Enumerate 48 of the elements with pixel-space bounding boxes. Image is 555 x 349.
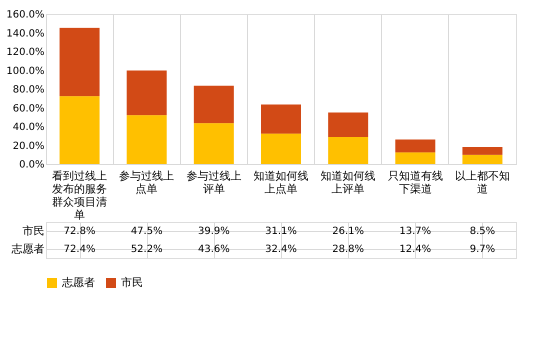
x-tick-label: 参与过线上评单 bbox=[186, 170, 242, 196]
x-tick-label: 知道如何线上点单 bbox=[254, 170, 308, 196]
y-tick-label: 160.0% bbox=[6, 10, 44, 20]
y-tick-label: 40.0% bbox=[12, 122, 44, 133]
data-label: 72.4% bbox=[64, 244, 96, 255]
data-label: 47.5% bbox=[130, 226, 163, 237]
bar bbox=[462, 146, 502, 155]
x-tick-label: 看到过线上发布的服务群众项目清单 bbox=[52, 170, 108, 222]
data-label: 39.9% bbox=[198, 226, 230, 237]
bar bbox=[194, 86, 234, 124]
x-tick-label: 以上都不知道 bbox=[454, 170, 510, 196]
bar bbox=[60, 28, 100, 96]
bar bbox=[261, 104, 301, 134]
data-label: 72.8% bbox=[64, 226, 96, 237]
data-label: 12.4% bbox=[399, 244, 432, 255]
y-tick-label: 100.0% bbox=[6, 66, 44, 77]
data-label: 26.1% bbox=[332, 226, 364, 237]
bar bbox=[328, 137, 368, 164]
bar bbox=[60, 96, 100, 164]
bar bbox=[395, 152, 436, 164]
text: 市民 bbox=[22, 224, 44, 238]
data-label: 32.4% bbox=[265, 244, 297, 255]
bar bbox=[194, 123, 234, 164]
text: 志愿者 bbox=[12, 242, 44, 256]
bar bbox=[126, 115, 167, 164]
bar bbox=[328, 112, 368, 137]
y-tick-label: 0.0% bbox=[19, 160, 44, 170]
data-label: 9.7% bbox=[470, 244, 496, 255]
y-tick-label: 60.0% bbox=[12, 103, 44, 114]
data-label: 13.7% bbox=[399, 226, 432, 237]
bar bbox=[261, 134, 301, 164]
data-label: 43.6% bbox=[198, 244, 230, 255]
data-label: 52.2% bbox=[130, 244, 163, 255]
legend-label: 市民 bbox=[121, 276, 143, 289]
legend-label: 志愿者 bbox=[62, 276, 95, 289]
bar bbox=[126, 70, 167, 116]
x-tick-label: 知道如何线上评单 bbox=[320, 170, 376, 196]
bar bbox=[395, 140, 436, 152]
x-tick-label: 参与过线上点单 bbox=[119, 170, 174, 196]
data-label: 8.5% bbox=[470, 226, 496, 237]
data-label: 31.1% bbox=[265, 226, 297, 237]
x-tick-label: 只知道有线下渠道 bbox=[388, 170, 443, 196]
y-tick-label: 140.0% bbox=[6, 28, 44, 40]
y-tick-label: 120.0% bbox=[6, 47, 44, 58]
y-tick-label: 80.0% bbox=[12, 84, 44, 96]
data-label: 28.8% bbox=[332, 244, 364, 255]
y-tick-label: 20.0% bbox=[12, 140, 44, 152]
bar bbox=[462, 154, 502, 164]
